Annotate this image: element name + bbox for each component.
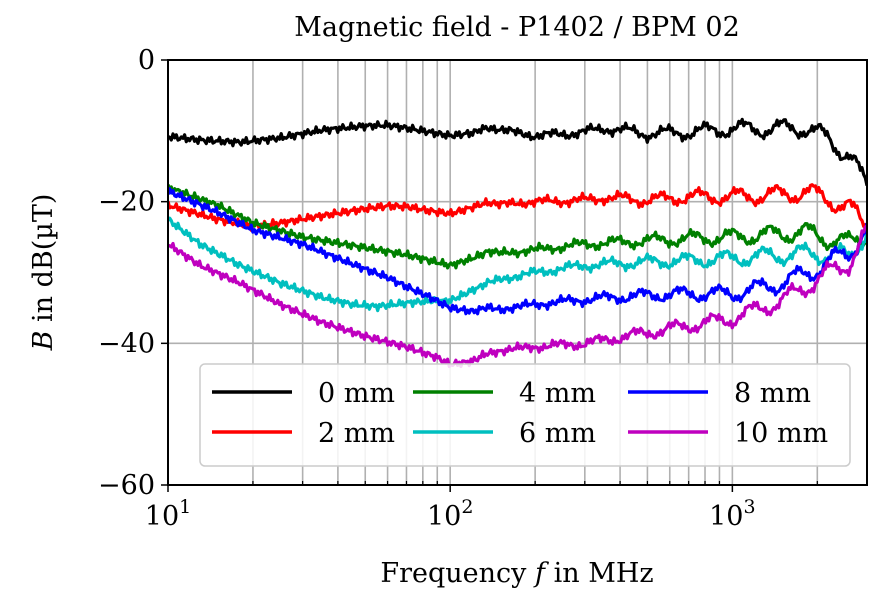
legend-label: 4 mm [519,378,596,409]
x-tick-label-base: 10 [427,501,461,532]
chart-title: Magnetic field - P1402 / BPM 02 [294,12,740,43]
x-tick-label: 101 [145,496,191,532]
y-axis-label-suffix: in dB(µT) [28,194,59,331]
y-tick-label: −20 [98,187,155,218]
legend-box [199,363,851,467]
y-tick-label: −40 [98,328,155,359]
legend-label: 8 mm [734,378,811,409]
legend-label: 10 mm [734,418,828,449]
x-tick-label-exponent: 1 [179,496,191,518]
x-axis-label-suffix: in MHz [545,558,654,589]
series-line [168,187,867,316]
x-axis-label: Frequency f in MHz [380,558,653,589]
legend-label: 2 mm [318,418,395,449]
x-tick-label: 102 [427,496,473,532]
x-tick-label: 103 [709,496,755,532]
series-line [168,184,867,270]
x-tick-label-base: 10 [709,501,743,532]
plot-frame [167,59,868,486]
y-tick-label: 0 [138,45,155,76]
x-axis-label-var: f [533,558,549,589]
series-line [168,224,867,369]
legend-label: 0 mm [318,378,395,409]
y-axis-label: B in dB(µT) [28,194,59,352]
legend: 0 mm 2 mm 4 mm 6 mm 8 mm 10 mm [199,363,851,467]
series-line [168,216,867,313]
x-tick-label-exponent: 2 [461,496,473,518]
x-axis-label-prefix: Frequency [380,558,535,589]
series-line [168,183,867,235]
ticks [161,59,868,492]
series-layer [168,117,867,369]
x-tick-label-base: 10 [145,501,179,532]
legend-label: 6 mm [519,418,596,449]
y-tick-label: −60 [98,470,155,501]
series-line [168,117,867,186]
y-axis-label-var: B [28,331,59,352]
x-tick-label-exponent: 3 [743,496,755,518]
